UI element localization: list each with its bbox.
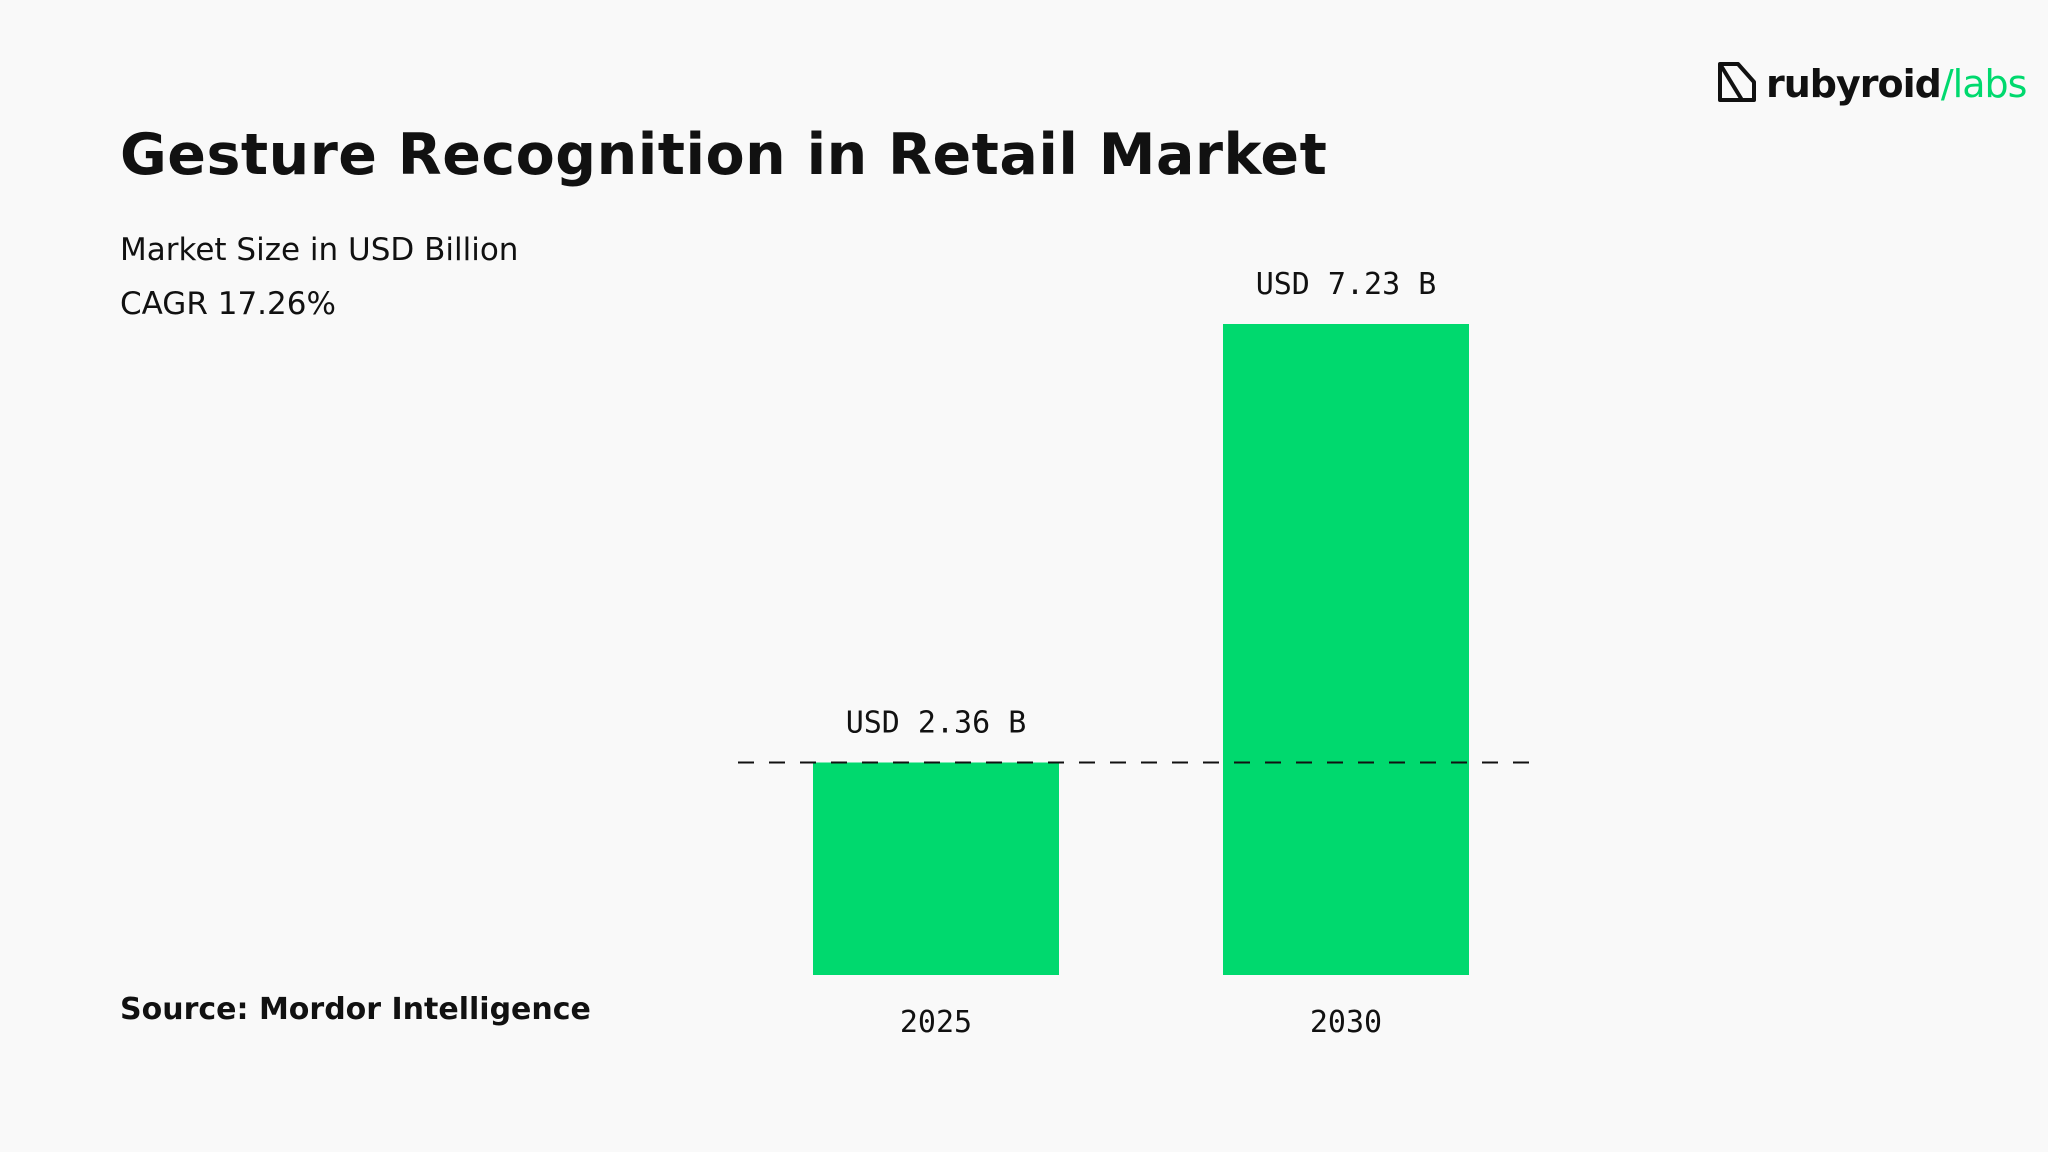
logo-text: rubyroid/labs	[1766, 62, 2028, 106]
data-label-2025: USD 2.36 B	[846, 706, 1027, 741]
chart-subtitle-units: Market Size in USD Billion	[120, 232, 519, 268]
x-tick-label-2030: 2030	[1310, 1005, 1382, 1040]
logo-text-main: rubyroid	[1766, 62, 1942, 106]
page-title: Gesture Recognition in Retail Market	[120, 122, 1328, 188]
chart-subtitle-cagr: CAGR 17.26%	[120, 286, 336, 322]
source-note: Source: Mordor Intelligence	[120, 992, 591, 1027]
brand-logo: rubyroid/labs	[1712, 58, 2028, 110]
data-label-2030: USD 7.23 B	[1256, 267, 1437, 302]
bar-2025	[813, 762, 1059, 975]
x-tick-label-2025: 2025	[900, 1005, 972, 1040]
bar-2030	[1223, 324, 1469, 975]
rubyroid-gem-icon	[1718, 62, 1756, 102]
logo-text-accent: /labs	[1940, 62, 2028, 106]
